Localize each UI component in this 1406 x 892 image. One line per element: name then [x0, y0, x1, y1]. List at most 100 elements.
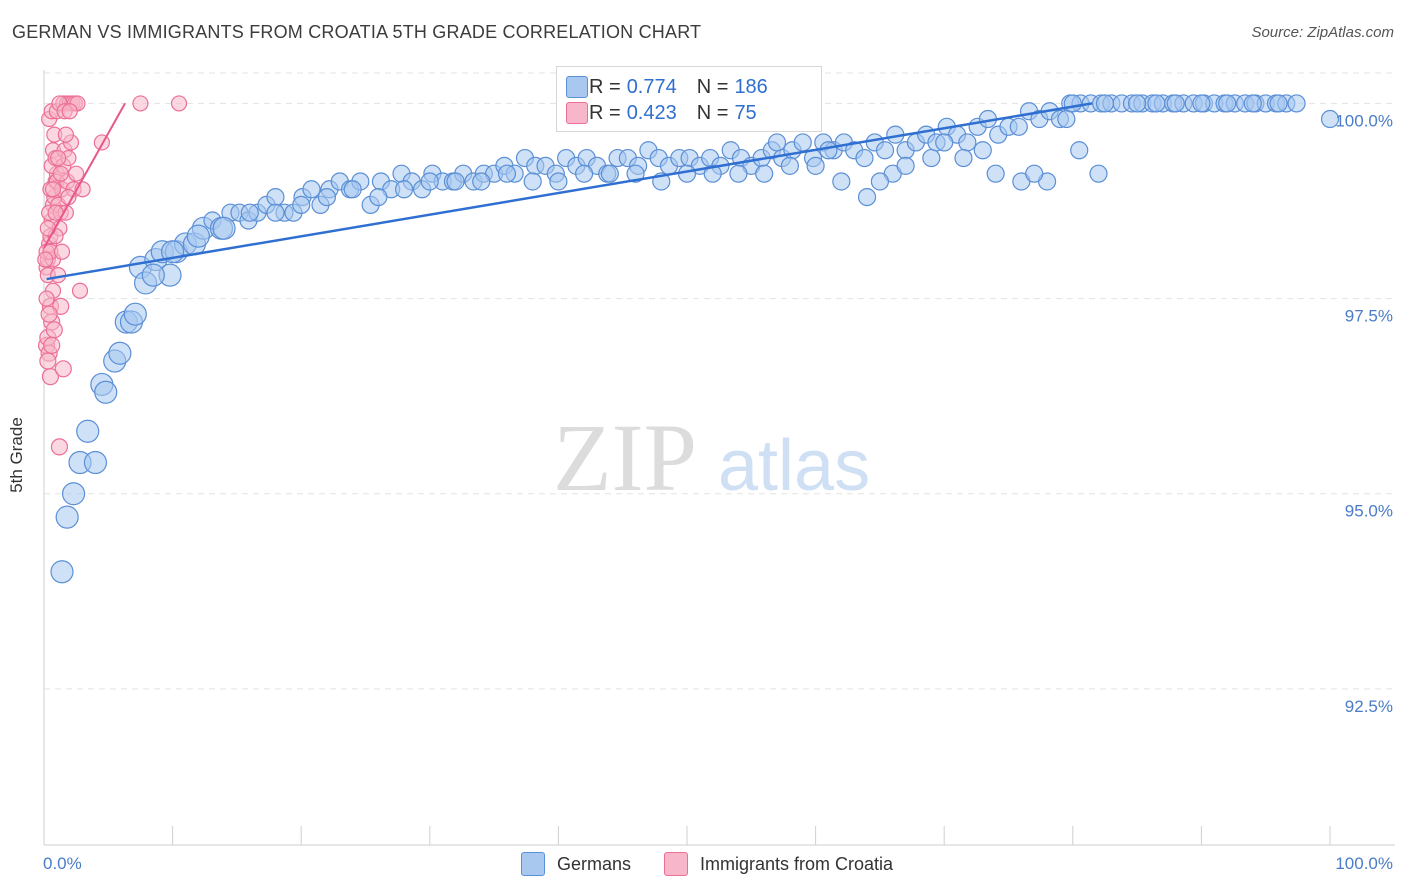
data-point: [317, 187, 337, 207]
data-point: [626, 164, 645, 183]
y-tick-label: 100.0%: [1335, 111, 1393, 130]
data-point: [1009, 117, 1028, 136]
data-point: [780, 156, 799, 175]
data-point: [39, 352, 57, 370]
x-tick-label: 0.0%: [43, 854, 82, 873]
data-point: [50, 438, 69, 456]
chart-title: GERMAN VS IMMIGRANTS FROM CROATIA 5TH GR…: [12, 22, 702, 42]
data-point: [240, 203, 259, 222]
data-point: [935, 133, 954, 152]
data-point: [446, 172, 465, 191]
data-point: [68, 165, 85, 182]
data-point: [497, 164, 517, 183]
germans-points: [50, 94, 1340, 584]
data-point: [1243, 94, 1262, 113]
y-tick-label: 95.0%: [1345, 502, 1393, 521]
legend-row-croatia: R = 0.423 N = 75: [566, 101, 757, 125]
croatia-trend-line: [43, 102, 126, 249]
data-point: [1095, 94, 1115, 113]
data-point: [1166, 94, 1185, 113]
germans-legend-label: Germans: [557, 853, 632, 874]
data-point: [94, 380, 118, 404]
data-point: [1063, 94, 1082, 113]
data-point: [600, 164, 619, 183]
germans-trend-line: [46, 102, 1093, 281]
y-axis-label: 5th Grade: [7, 417, 26, 493]
data-point: [186, 224, 210, 248]
data-point: [1025, 164, 1044, 183]
data-point: [132, 95, 149, 112]
data-point: [50, 149, 67, 167]
data-point: [38, 290, 55, 307]
data-point: [523, 172, 542, 191]
data-point: [52, 165, 69, 182]
data-point: [292, 195, 311, 214]
croatia-legend-swatch: [664, 852, 688, 876]
data-point: [1192, 94, 1211, 113]
data-point: [703, 164, 722, 183]
data-point: [1269, 94, 1288, 113]
bottom-legend-croatia: Immigrants from Croatia: [664, 852, 893, 876]
data-point: [986, 164, 1005, 183]
data-point: [472, 172, 491, 191]
data-point: [54, 360, 72, 378]
data-point: [857, 187, 877, 207]
data-point: [71, 282, 89, 299]
data-point: [343, 180, 362, 199]
data-point: [420, 172, 439, 191]
data-point: [896, 156, 915, 175]
croatia-points: [37, 95, 188, 456]
data-point: [806, 156, 825, 175]
data-point: [1218, 94, 1237, 113]
data-point: [108, 341, 132, 365]
data-point: [53, 243, 71, 260]
axes: [43, 70, 1395, 846]
trend-lines: [43, 102, 1093, 281]
legend-n-value: 75: [734, 101, 757, 124]
data-point: [832, 172, 851, 191]
data-point: [40, 305, 58, 323]
data-point: [302, 180, 321, 199]
data-point: [819, 141, 838, 160]
data-point: [266, 203, 285, 222]
germans-legend-swatch: [521, 852, 545, 876]
data-point: [83, 450, 108, 475]
data-point: [212, 216, 236, 240]
data-point: [1287, 94, 1306, 113]
data-point: [755, 164, 774, 183]
data-point: [870, 172, 890, 191]
data-point: [57, 126, 74, 143]
data-point: [1089, 164, 1108, 183]
data-point: [1147, 94, 1166, 113]
data-point: [369, 187, 388, 207]
data-point: [1320, 109, 1340, 129]
data-point: [1127, 94, 1147, 113]
watermark: ZIP atlas: [553, 404, 870, 511]
data-point: [50, 560, 74, 584]
watermark-atlas: atlas: [718, 426, 870, 506]
legend-n-label: N =: [696, 75, 729, 98]
x-tick-label: 100.0%: [1335, 854, 1393, 873]
watermark-zip: ZIP: [553, 404, 697, 511]
data-point: [266, 187, 285, 207]
data-point: [141, 263, 165, 287]
legend-r-label: R =: [589, 101, 621, 124]
croatia-swatch: [566, 102, 588, 124]
data-point: [123, 302, 147, 326]
data-point: [958, 133, 977, 152]
legend-r-label: R =: [589, 75, 621, 98]
data-point: [170, 95, 188, 112]
croatia-legend-label: Immigrants from Croatia: [700, 853, 894, 874]
legend-r-value: 0.774: [626, 75, 677, 98]
data-point: [973, 141, 992, 160]
data-point: [575, 164, 594, 183]
legend-n-value: 186: [734, 75, 768, 98]
data-point: [922, 148, 941, 168]
data-point: [1070, 141, 1089, 160]
data-point: [1057, 109, 1076, 129]
data-point: [45, 321, 63, 339]
data-point: [875, 141, 895, 160]
data-point: [44, 181, 62, 198]
germans-swatch: [566, 76, 588, 98]
